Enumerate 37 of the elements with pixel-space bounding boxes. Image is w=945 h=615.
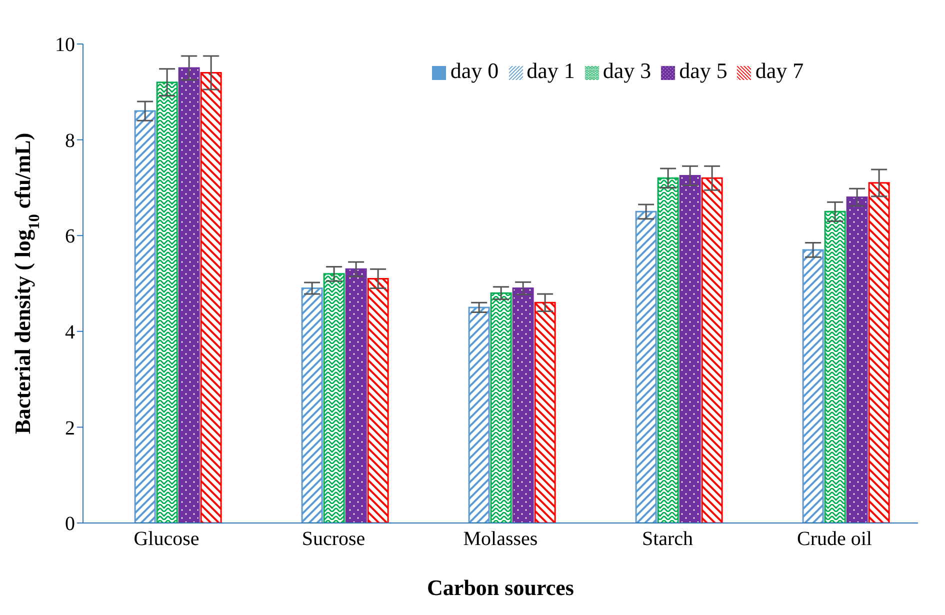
bar: [468, 306, 490, 523]
bar: [534, 302, 556, 523]
y-tick-label: 6: [65, 226, 75, 248]
bar: [846, 196, 868, 523]
bar: [367, 278, 389, 523]
bar: [657, 177, 679, 523]
bar: [868, 182, 890, 523]
bar: [178, 67, 200, 523]
bar: [156, 82, 178, 523]
x-tick-label: Molasses: [463, 528, 538, 550]
x-tick-label: Sucrose: [302, 528, 366, 550]
legend-label: day 3: [602, 58, 652, 83]
x-tick-label: Starch: [642, 528, 694, 550]
bar: [200, 72, 222, 523]
bar: [512, 288, 534, 523]
x-axis-title: Carbon sources: [427, 575, 574, 600]
bar: [134, 110, 156, 523]
bar: [301, 288, 323, 523]
y-tick-label: 4: [65, 322, 75, 344]
legend-label: day 0: [450, 58, 499, 83]
x-tick-label: Glucose: [134, 528, 200, 550]
legend-label: day 5: [679, 58, 728, 83]
x-tick-label: Crude oil: [797, 528, 872, 550]
bar: [679, 174, 701, 523]
legend-label: day 1: [526, 58, 575, 83]
bar: [802, 249, 824, 523]
bar: [824, 210, 846, 523]
bar: [490, 292, 512, 523]
bar: [701, 177, 723, 523]
bar: [635, 210, 657, 523]
y-tick-label: 2: [65, 417, 75, 440]
y-tick-label: 8: [65, 130, 75, 152]
y-tick-label: 10: [55, 34, 75, 56]
y-tick-label: 0: [65, 513, 75, 536]
bar: [323, 273, 345, 523]
bar: [345, 268, 367, 523]
legend-label: day 7: [755, 58, 804, 83]
